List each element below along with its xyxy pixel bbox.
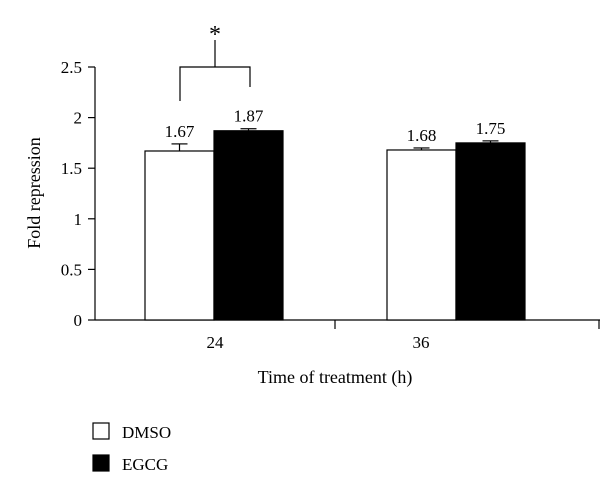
labels: 1.67 1.87 1.68 1.75 *: [165, 22, 506, 145]
data-label: 1.68: [407, 126, 437, 145]
legend: DMSO EGCG: [92, 422, 171, 474]
y-tick-label: 1.5: [61, 159, 82, 178]
y-tick-label: 1: [74, 210, 83, 229]
legend-swatch-dmso: [92, 422, 110, 440]
bar-dmso-36: [386, 149, 457, 321]
y-tick-label: 2: [74, 109, 83, 128]
data-label: 1.87: [234, 107, 264, 126]
significance-bracket: [179, 66, 251, 101]
legend-swatch-egcg: [92, 454, 110, 472]
significance-asterisk: *: [209, 22, 221, 48]
y-axis-title: Fold repression: [24, 137, 44, 249]
bar-egcg-24: [213, 130, 284, 321]
bar-egcg-36: [455, 142, 526, 321]
legend-label-egcg: EGCG: [122, 455, 168, 474]
bar-dmso-24: [144, 150, 215, 321]
y-tick-label: 0.5: [61, 260, 82, 279]
x-axis-title: Time of treatment (h): [258, 367, 413, 388]
x-tick-label: 36: [413, 333, 430, 352]
y-tick-label: 2.5: [61, 58, 82, 77]
legend-label-dmso: DMSO: [122, 423, 171, 442]
x-tick-label: 24: [207, 333, 225, 352]
data-label: 1.67: [165, 122, 195, 141]
data-label: 1.75: [476, 119, 506, 138]
bars: [144, 128, 526, 321]
y-tick-label: 0: [74, 311, 83, 330]
